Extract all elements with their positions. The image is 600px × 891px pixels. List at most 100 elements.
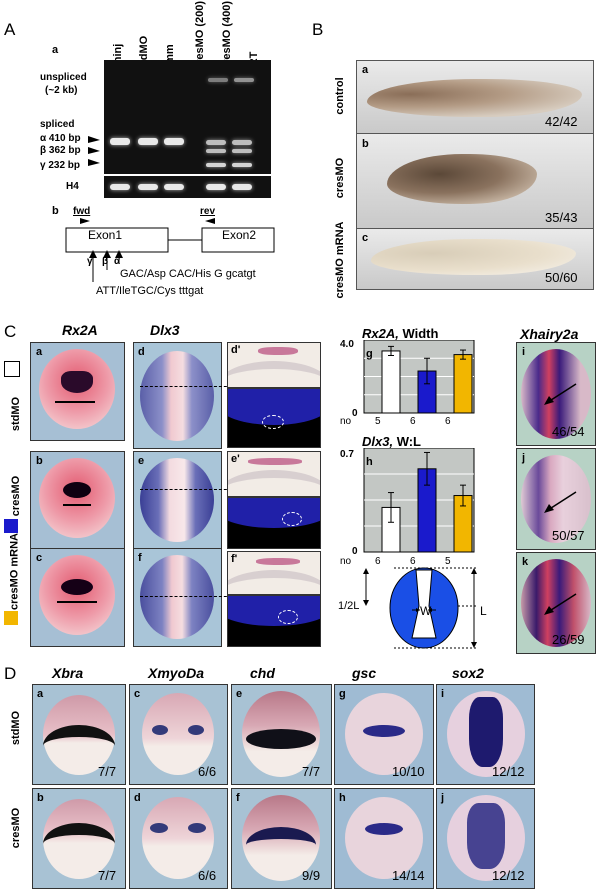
- embryo-image: [133, 451, 222, 550]
- embryo-image: [129, 788, 228, 889]
- sublabel: c: [362, 232, 369, 244]
- sublabel: b: [37, 792, 44, 804]
- sublabel: d': [231, 344, 241, 356]
- count-label: 6/6: [198, 764, 217, 779]
- sublabel: j: [522, 452, 526, 464]
- wl-diagram: [363, 567, 477, 649]
- col-header-gene: chd: [250, 665, 275, 681]
- count-label: 35/43: [545, 210, 578, 225]
- sequence-top: GAC/Asp CAC/His G gcatgt: [120, 268, 256, 280]
- section-image: [227, 342, 321, 388]
- exon1-label: Exon1: [88, 228, 123, 242]
- count-label: 7/7: [302, 764, 321, 779]
- unspliced-size: (~2 kb): [45, 85, 78, 96]
- panel-letter-c: C: [4, 322, 17, 341]
- tadpole-panel: [356, 133, 594, 230]
- tadpole-image: [371, 239, 576, 275]
- embryo-image: [334, 788, 434, 889]
- sublabel: e: [236, 688, 243, 700]
- embryo-image: [32, 684, 126, 785]
- sublabel: j: [441, 792, 445, 804]
- section-image: [227, 388, 321, 448]
- gel-band: [164, 184, 184, 190]
- chart-title-gene: Rx2A,: [362, 326, 399, 341]
- embryo-image: [30, 548, 125, 647]
- count-label: 50/57: [552, 528, 585, 543]
- n-value: 5: [445, 556, 451, 567]
- sublabel: d: [138, 346, 145, 358]
- sublabel: a: [362, 64, 369, 76]
- exon2-label: Exon2: [222, 228, 257, 242]
- row-label-cresmo: cresMO: [334, 157, 346, 199]
- sublabel: b: [36, 455, 43, 467]
- arrow-icon: [544, 383, 577, 405]
- row-label-control: control: [334, 77, 346, 115]
- legend-swatch-cres: [4, 519, 18, 533]
- section-image: [227, 451, 321, 497]
- sublabel: a: [37, 688, 44, 700]
- sublabel: k: [522, 556, 529, 568]
- gel-h4: [104, 176, 271, 198]
- col-header-gene: XmyoDa: [148, 665, 205, 681]
- chart-h: [363, 448, 475, 553]
- y-tick: 0: [352, 546, 358, 557]
- col-header-gene: gsc: [352, 665, 377, 681]
- sublabel: f: [138, 552, 142, 564]
- half-l-label: 1/2L: [338, 600, 360, 612]
- count-label: 14/14: [392, 868, 425, 883]
- embryo-image: [334, 684, 434, 785]
- embryo-image: [516, 342, 596, 446]
- gamma-label: γ 232 bp: [40, 160, 81, 171]
- gamma-site: γ: [87, 256, 93, 267]
- legend-swatch-std: [4, 361, 20, 377]
- n-value: 6: [410, 416, 416, 427]
- panel-letter-a: A: [4, 20, 16, 39]
- beta-label: β 362 bp: [40, 145, 81, 156]
- chart-title-rest: W:L: [393, 434, 421, 449]
- count-label: 26/59: [552, 632, 585, 647]
- count-label: 7/7: [98, 764, 117, 779]
- n-label: no: [340, 556, 352, 567]
- alpha-label: α 410 bp: [40, 133, 81, 144]
- sublabel: c: [134, 688, 141, 700]
- beta-site: β: [102, 256, 109, 267]
- gel-band: [232, 149, 252, 153]
- sublabel-b: b: [52, 205, 59, 217]
- count-label: 9/9: [302, 868, 321, 883]
- sublabel: g: [339, 688, 346, 700]
- tadpole-image: [367, 79, 582, 117]
- section-image: [227, 595, 321, 647]
- gel-band: [164, 138, 184, 145]
- sublabel: a: [36, 346, 43, 358]
- sublabel: i: [522, 346, 526, 358]
- row-label-cresmo-mrna: cresMO mRNA: [8, 532, 21, 611]
- chart-title-gene: Dlx3,: [362, 434, 394, 449]
- sublabel: g: [366, 348, 373, 360]
- gel-band: [138, 184, 158, 190]
- fwd-primer-label: fwd: [73, 206, 91, 217]
- sublabel: h: [366, 456, 373, 468]
- gel-band: [232, 163, 252, 167]
- sublabel-a: a: [52, 44, 59, 56]
- arrow-icon: [544, 593, 577, 615]
- chart-g: [363, 340, 475, 414]
- col-header-rx2a: Rx2A: [62, 322, 98, 338]
- count-label: 6/6: [198, 868, 217, 883]
- gel-band: [206, 184, 226, 190]
- embryo-image: [436, 788, 535, 889]
- sublabel: e: [138, 455, 145, 467]
- gel-band: [206, 140, 226, 145]
- gel-band: [138, 138, 158, 145]
- count-label: 12/12: [492, 764, 525, 779]
- section-image: [227, 551, 321, 595]
- count-label: 42/42: [545, 114, 578, 129]
- chart-title-h: Dlx3, W:L: [362, 434, 421, 449]
- tadpole-image: [387, 154, 537, 204]
- embryo-image: [133, 548, 222, 647]
- n-value: 6: [410, 556, 416, 567]
- row-label-stdmo: stdMO: [10, 396, 22, 432]
- embryo-image: [436, 684, 535, 785]
- panel-letter-d: D: [4, 664, 17, 683]
- col-header-gene: Xbra: [52, 665, 84, 681]
- gel-band: [206, 149, 226, 153]
